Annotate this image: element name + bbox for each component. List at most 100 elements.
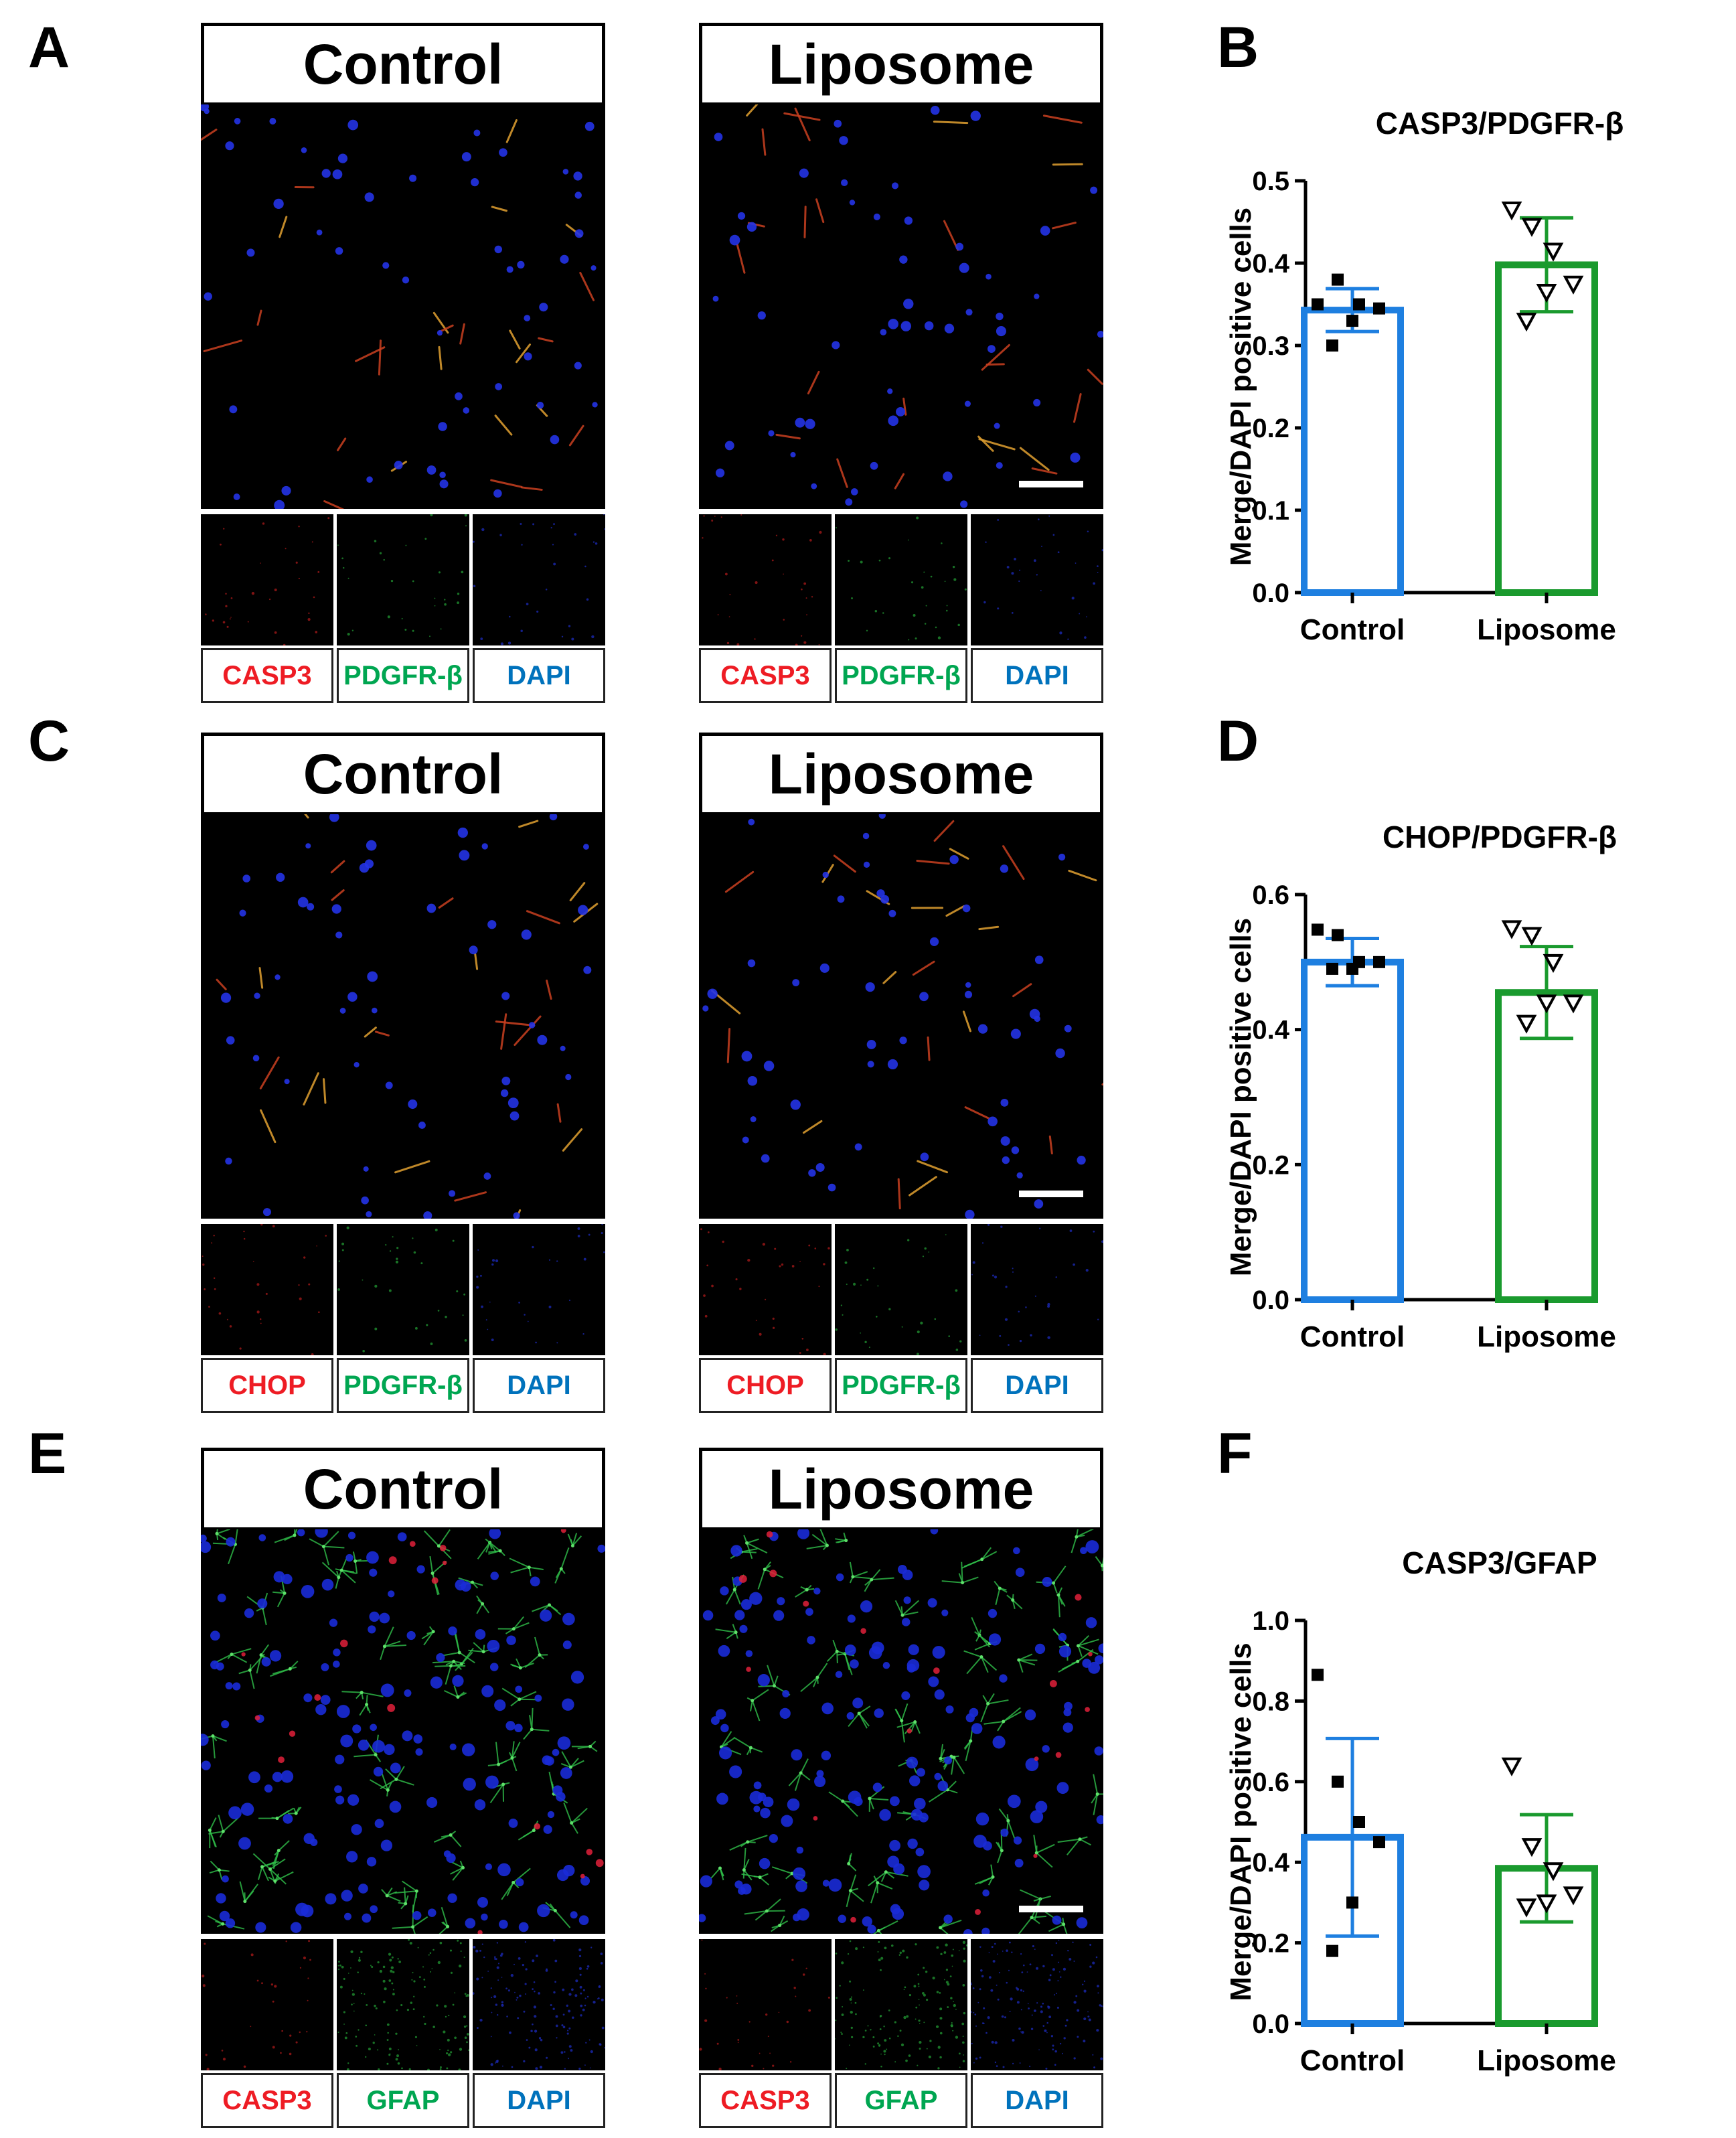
thumbnail-blue-channel	[473, 1224, 605, 1355]
channel-labels: CASP3 GFAP DAPI	[201, 2073, 605, 2128]
y-tick-label: 0.2	[1252, 1150, 1289, 1180]
data-point-control	[1346, 962, 1358, 975]
y-axis-label: Merge/DAPI positive cells	[1225, 208, 1257, 566]
data-point-liposome	[1543, 1862, 1564, 1882]
channel-label-green: PDGFR-β	[337, 1358, 469, 1413]
bar-control	[1301, 307, 1404, 596]
error-bar-liposome	[1520, 945, 1573, 1041]
data-point-control	[1353, 298, 1365, 311]
data-point-liposome	[1563, 994, 1584, 1014]
data-point-control	[1373, 302, 1385, 315]
thumbnail-green-channel	[337, 514, 469, 645]
panel-letter-d: D	[1217, 709, 1259, 773]
panel-title: Control	[201, 1448, 605, 1531]
micrograph-panel-cd-control: Control CHOP PDGFR-β DAPI	[201, 733, 605, 1413]
panel-letter-e: E	[28, 1422, 67, 1486]
channel-thumbnails	[201, 514, 605, 645]
channel-label-green: PDGFR-β	[835, 648, 967, 703]
data-point-control	[1332, 929, 1344, 941]
thumbnail-green-channel	[835, 514, 967, 645]
thumbnail-red-channel	[699, 1224, 832, 1355]
panel-letter-b: B	[1217, 15, 1259, 80]
data-point-liposome	[1521, 1838, 1543, 1857]
channel-thumbnails	[699, 1224, 1103, 1355]
data-point-liposome	[1563, 275, 1584, 295]
scale-bar	[1019, 1191, 1083, 1197]
channel-labels: CASP3 PDGFR-β DAPI	[699, 648, 1103, 703]
merged-micrograph	[201, 1529, 605, 1934]
thumbnail-red-channel	[201, 1224, 333, 1355]
channel-label-blue: DAPI	[971, 2073, 1103, 2128]
channel-labels: CHOP PDGFR-β DAPI	[699, 1358, 1103, 1413]
channel-thumbnails	[201, 1939, 605, 2070]
data-point-control	[1326, 962, 1338, 975]
y-tick-label: 0.8	[1252, 1687, 1289, 1716]
data-point-liposome	[1501, 202, 1522, 221]
channel-thumbnails	[699, 1939, 1103, 2070]
bar-chart-f: CASP3/GFAP Merge/DAPI positive cells 0.0 0.…	[1218, 1513, 1727, 2116]
data-point-control	[1312, 923, 1324, 936]
x-tick-label: Control	[1300, 2044, 1405, 2077]
channel-label-green: PDGFR-β	[337, 648, 469, 703]
bar-chart-b: CASP3/PDGFR-β Merge/DAPI positive cells 0.…	[1218, 94, 1727, 683]
data-point-liposome	[1521, 927, 1543, 946]
data-point-liposome	[1543, 242, 1564, 262]
y-tick-label: 0.4	[1252, 249, 1289, 279]
thumbnail-blue-channel	[473, 514, 605, 645]
merged-micrograph	[201, 814, 605, 1219]
y-tick-label: 0.2	[1252, 1929, 1289, 1959]
y-tick-label: 0.0	[1252, 579, 1289, 608]
channel-label-green: GFAP	[337, 2073, 469, 2128]
data-point-liposome	[1501, 1757, 1522, 1776]
y-tick-label: 0.0	[1252, 1286, 1289, 1315]
data-point-control	[1326, 1944, 1338, 1957]
y-tick-label: 0.6	[1252, 1768, 1289, 1797]
data-point-control	[1353, 1816, 1365, 1828]
y-tick-label: 0.4	[1252, 1848, 1289, 1878]
channel-label-blue: DAPI	[971, 648, 1103, 703]
x-tick-label: Liposome	[1477, 613, 1616, 646]
y-tick-label: 0.1	[1252, 496, 1289, 526]
channel-thumbnails	[201, 1224, 605, 1355]
chart-title: CHOP/PDGFR-β	[1383, 820, 1617, 854]
thumbnail-green-channel	[337, 1939, 469, 2070]
y-tick-label: 1.0	[1252, 1606, 1289, 1636]
panel-title: Control	[201, 733, 605, 816]
channel-labels: CASP3 PDGFR-β DAPI	[201, 648, 605, 703]
y-tick-label: 0.5	[1252, 167, 1289, 196]
channel-label-red: CASP3	[201, 2073, 333, 2128]
data-point-liposome	[1516, 1014, 1537, 1034]
channel-label-red: CASP3	[201, 648, 333, 703]
thumbnail-blue-channel	[971, 1939, 1103, 2070]
data-point-liposome	[1536, 994, 1557, 1014]
merged-micrograph	[699, 104, 1103, 509]
thumbnail-red-channel	[201, 1939, 333, 2070]
chart-title: CASP3/GFAP	[1402, 1545, 1597, 1580]
channel-labels: CHOP PDGFR-β DAPI	[201, 1358, 605, 1413]
y-axis-label: Merge/DAPI positive cells	[1225, 918, 1257, 1277]
merged-micrograph	[699, 814, 1103, 1219]
scale-bar	[1019, 1906, 1083, 1912]
x-tick-label: Liposome	[1477, 2044, 1616, 2077]
y-axis-label: Merge/DAPI positive cells	[1225, 1643, 1257, 2001]
channel-label-red: CHOP	[201, 1358, 333, 1413]
data-point-liposome	[1516, 313, 1537, 332]
bar-liposome	[1495, 261, 1598, 597]
micrograph-panel-ef-control: Control CASP3 GFAP DAPI	[201, 1448, 605, 2128]
panel-title: Liposome	[699, 23, 1103, 106]
data-point-control	[1332, 273, 1344, 286]
data-point-liposome	[1501, 920, 1522, 939]
panel-letter-f: F	[1217, 1422, 1253, 1486]
thumbnail-red-channel	[201, 514, 333, 645]
channel-label-red: CASP3	[699, 2073, 832, 2128]
thumbnail-blue-channel	[971, 1224, 1103, 1355]
panel-title: Control	[201, 23, 605, 106]
data-point-liposome	[1536, 284, 1557, 303]
channel-label-green: GFAP	[835, 2073, 967, 2128]
micrograph-panel-ab-control: Control CASP3 PDGFR-β DAPI	[201, 23, 605, 703]
y-tick-label: 0.0	[1252, 2009, 1289, 2039]
y-tick-label: 0.2	[1252, 414, 1289, 443]
scale-bar	[1019, 481, 1083, 487]
thumbnail-blue-channel	[473, 1939, 605, 2070]
thumbnail-green-channel	[835, 1224, 967, 1355]
